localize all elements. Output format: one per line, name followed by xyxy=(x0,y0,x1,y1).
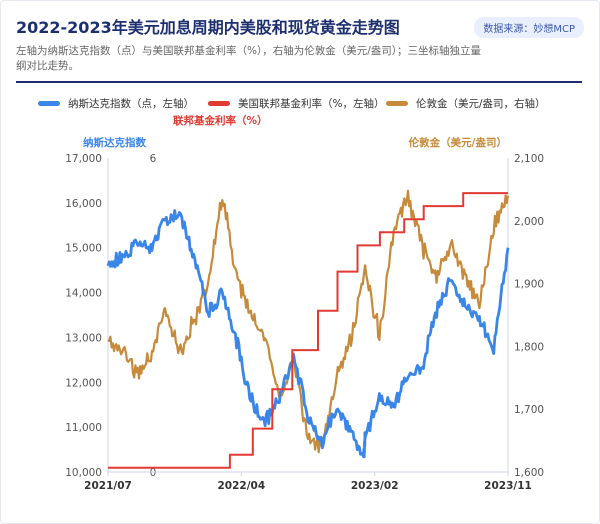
rate-axis-title: 联邦基金利率（%） xyxy=(173,114,268,127)
rate-tick-label: 0 xyxy=(150,467,157,479)
chart-subtitle: 左轴为纳斯达克指数（点）与美国联邦基金利率（%），右轴为伦敦金（美元/盎司）；三… xyxy=(16,45,482,72)
legend-swatch-gold xyxy=(386,101,408,106)
x-tick-label: 2023/11 xyxy=(484,480,532,492)
left-tick-label: 11,000 xyxy=(65,422,102,434)
source-badge: 数据来源：妙想MCP xyxy=(474,17,584,38)
right-tick-label: 2,100 xyxy=(514,153,544,165)
x-tick-label: 2022/04 xyxy=(217,480,265,492)
rate-tick-label: 6 xyxy=(150,153,157,165)
x-tick-label: 2023/02 xyxy=(351,480,399,492)
left-tick-label: 14,000 xyxy=(65,288,102,300)
series-layer xyxy=(106,189,510,469)
right-tick-label: 2,000 xyxy=(514,216,544,228)
right-tick-label: 1,800 xyxy=(514,341,544,353)
right-tick-label: 1,600 xyxy=(514,467,544,479)
left-tick-label: 16,000 xyxy=(65,198,102,210)
left-tick-label: 17,000 xyxy=(65,153,102,165)
right-tick-label: 1,700 xyxy=(514,404,544,416)
legend-label-fedrate: 美国联邦基金利率（%，左轴） xyxy=(238,98,385,110)
chart-title: 2022-2023年美元加息周期内美股和现货黄金走势图 xyxy=(16,18,400,37)
axes-layer: 纳斯达克指数 联邦基金利率（%） 伦敦金（美元/盎司） 10,000 11,000 12,… xyxy=(65,114,544,492)
legend-label-gold: 伦敦金（美元/盎司，右轴） xyxy=(416,98,546,110)
legend-label-nasdaq: 纳斯达克指数（点，左轴） xyxy=(68,98,194,110)
legend-swatch-fedrate xyxy=(208,101,230,106)
legend-swatch-nasdaq xyxy=(38,101,60,106)
gold-price-line xyxy=(107,189,510,454)
right-axis-title: 伦敦金（美元/盎司） xyxy=(408,136,507,149)
right-tick-label: 1,900 xyxy=(514,279,544,291)
left-tick-label: 15,000 xyxy=(65,243,102,255)
left-tick-label: 12,000 xyxy=(65,377,102,389)
nasdaq-index-line xyxy=(106,209,510,459)
left-tick-label: 10,000 xyxy=(65,467,102,479)
left-axis-title: 纳斯达克指数 xyxy=(83,136,146,149)
title-divider xyxy=(16,81,582,83)
fed-funds-rate-line xyxy=(108,192,508,469)
left-tick-label: 13,000 xyxy=(65,332,102,344)
x-tick-label: 2021/07 xyxy=(84,480,132,492)
